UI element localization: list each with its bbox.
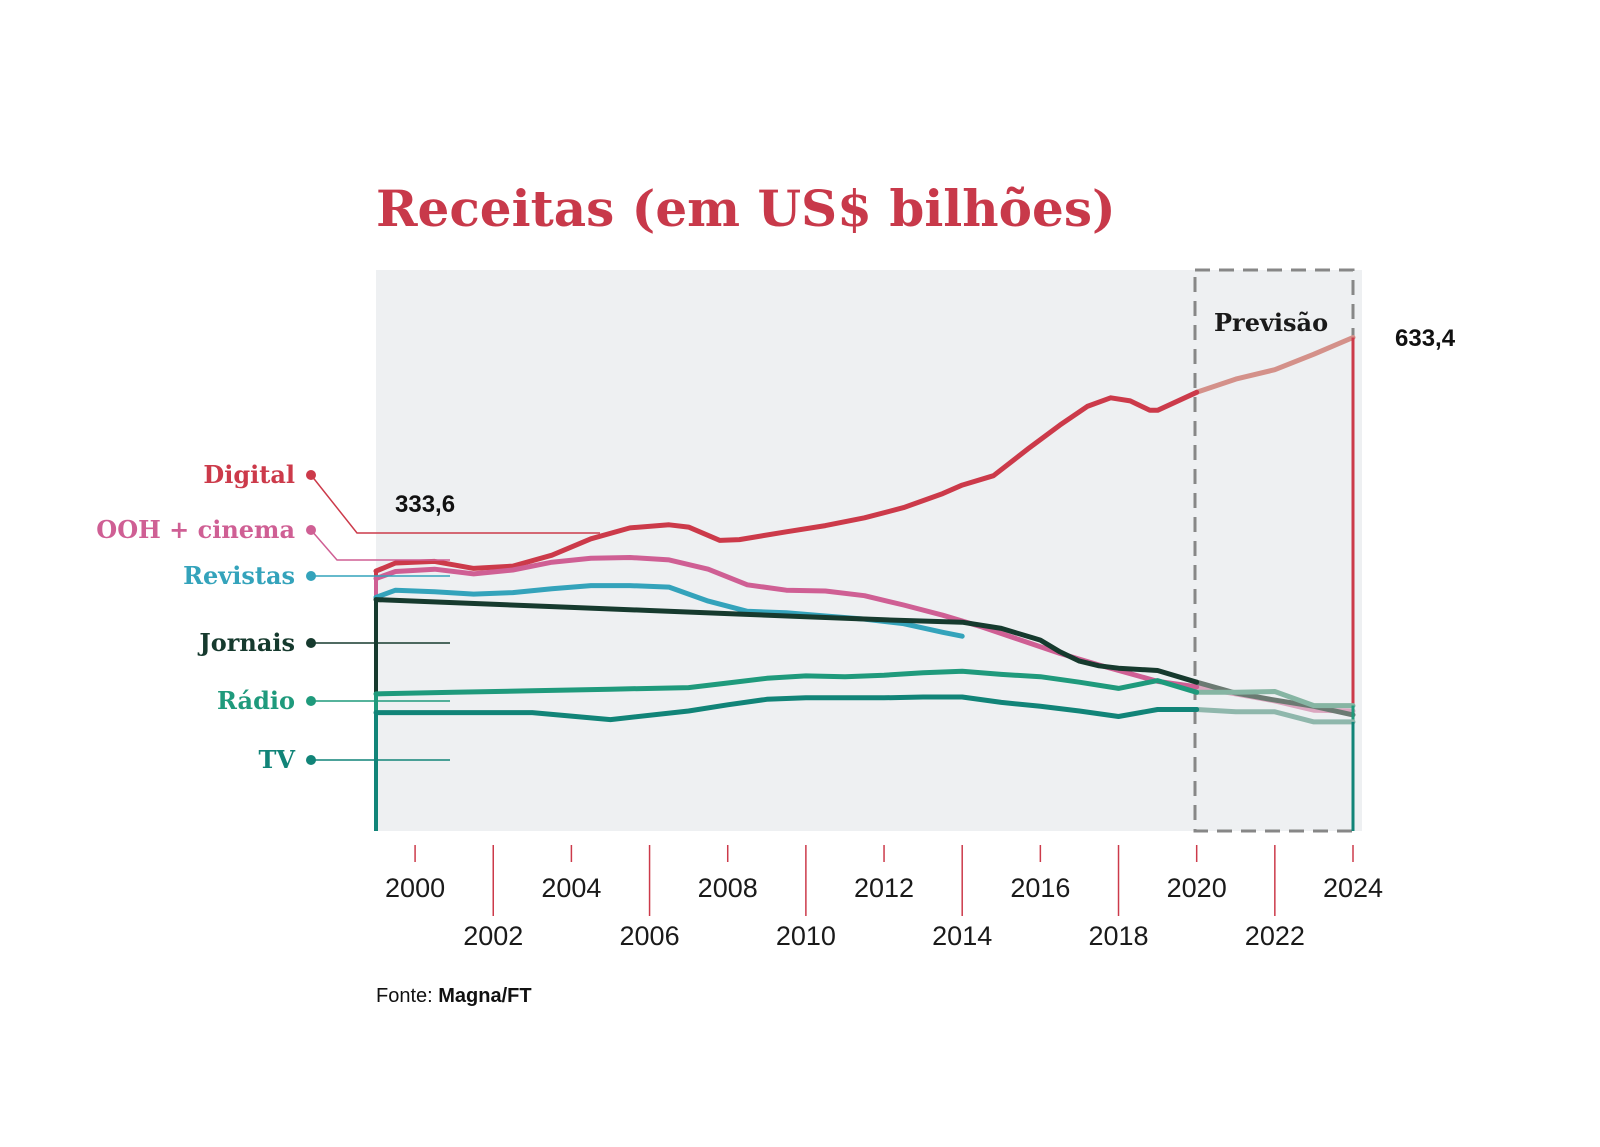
legend-label-digital: Digital: [203, 460, 295, 489]
x-tick-label-2024: 2024: [1323, 873, 1383, 903]
legend: Digital OOH + cinema Revistas Jornais Rádio T…: [96, 460, 600, 774]
x-tick-label-2018: 2018: [1088, 921, 1148, 951]
legend-leader-ooh-cinema: [310, 529, 450, 561]
series-line-radio-forecast: [1194, 689, 1356, 709]
x-axis: 2000 2002 2004 2006 2008 2010 2012 2014 2016 2018…: [385, 845, 1383, 951]
legend-leader-digital: [310, 474, 600, 534]
series-line-jornais-forecast: [1194, 679, 1356, 718]
series-line-digital: [373, 389, 1200, 574]
x-tick-label-2010: 2010: [776, 921, 836, 951]
series-line-radio: [373, 668, 1200, 697]
x-tick-label-2022: 2022: [1245, 921, 1305, 951]
series-layer: [373, 335, 1356, 831]
x-tick-label-2002: 2002: [463, 921, 523, 951]
source-name: Magna/FT: [438, 985, 532, 1007]
annotations: 333,6 633,4: [395, 325, 1456, 518]
series-line-tv-forecast: [1194, 707, 1356, 725]
plot-background: [376, 270, 1362, 831]
start-value-label: 333,6: [395, 491, 455, 518]
legend-label-jornais: Jornais: [197, 628, 295, 657]
x-tick-label-2016: 2016: [1010, 873, 1070, 903]
x-tick-label-2004: 2004: [541, 873, 601, 903]
series-line-digital-forecast: [1194, 335, 1356, 395]
source-prefix: Fonte:: [376, 985, 433, 1007]
legend-label-ooh-cinema: OOH + cinema: [96, 515, 295, 544]
x-tick-label-2014: 2014: [932, 921, 992, 951]
legend-label-revistas: Revistas: [183, 561, 295, 590]
end-value-label: 633,4: [1395, 325, 1456, 352]
source-note: Fonte: Magna/FT: [376, 985, 532, 1008]
x-tick-label-2008: 2008: [698, 873, 758, 903]
series-line-tv: [373, 694, 1200, 723]
series-line-jornais: [373, 597, 1200, 685]
forecast-label: Previsão: [1214, 308, 1328, 337]
x-tick-label-2006: 2006: [620, 921, 680, 951]
legend-label-radio: Rádio: [217, 686, 295, 715]
x-tick-label-2020: 2020: [1167, 873, 1227, 903]
chart-title: Receitas (em US$ bilhões): [376, 179, 1116, 238]
x-tick-label-2000: 2000: [385, 873, 445, 903]
x-tick-label-2012: 2012: [854, 873, 914, 903]
legend-label-tv: TV: [259, 745, 296, 774]
